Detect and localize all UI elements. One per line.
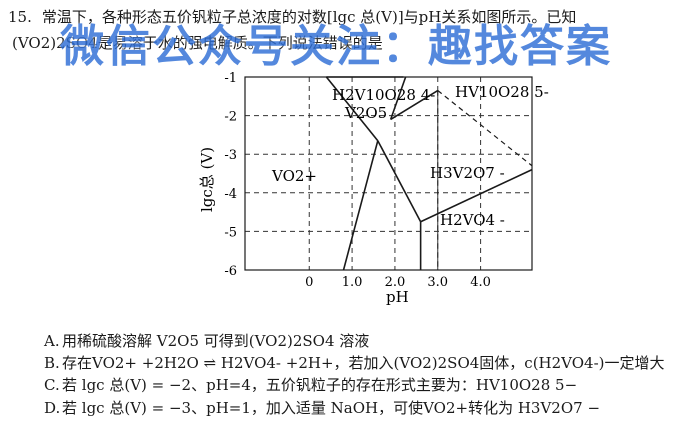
- option-c-letter: C.: [44, 376, 60, 394]
- boundary-solid-2: [342, 140, 379, 271]
- region-label-h2vo4: H2VO4 -: [440, 211, 505, 229]
- y-tick-label-2: -3: [224, 148, 237, 163]
- question-stem-1: 常温下，各种形态五价钒粒子总浓度的对数[lgc 总(V)]与pH关系如图所示。已…: [41, 8, 577, 26]
- option-d-letter: D.: [44, 399, 61, 417]
- plot-frame: [244, 76, 533, 271]
- question-line-1: 15. 常温下，各种形态五价钒粒子总浓度的对数[lgc 总(V)]与pH关系如图所…: [8, 6, 576, 27]
- question-number: 15.: [8, 8, 32, 26]
- watermark: 微信公众号关注：趣找答案: [60, 21, 612, 72]
- x-tick-label-1: 1.0: [342, 275, 363, 290]
- region-vo2-text: VO2+: [271, 167, 317, 185]
- boundary-dashed-1: [437, 90, 533, 167]
- region-h2vo4-text: H2VO4 -: [440, 211, 505, 229]
- region-label-v2o5: V2O5: [344, 104, 387, 122]
- y-tick-label-1: -2: [224, 110, 237, 125]
- x-tick-label-0: 0: [305, 275, 313, 290]
- option-b-letter: B.: [44, 354, 60, 372]
- y-tick-label-0: -1: [224, 71, 237, 86]
- axes: [244, 76, 533, 271]
- region-h2v10o28-text: H2V10O28 4-: [332, 86, 435, 104]
- y-tick-label-5: -6: [224, 264, 237, 279]
- x-tick-label-4: 4.0: [470, 275, 491, 290]
- x-tick-label-3: 3.0: [427, 275, 448, 290]
- option-b[interactable]: B. 存在VO2+ +2H2O ⇌ H2VO4- +2H+，若加入(VO2)2SO…: [44, 352, 665, 373]
- y-tick-label-4: -5: [224, 225, 237, 240]
- region-label-hv10o28: HV10O28 5-: [455, 83, 549, 101]
- region-label-vo2: VO2+: [271, 167, 317, 185]
- x-axis-label: pH: [386, 288, 409, 306]
- y-tick-label-3: -4: [224, 187, 237, 202]
- y-axis-label: lgc总 (V): [198, 147, 216, 212]
- region-h3v2o7-text: H3V2O7 -: [430, 164, 505, 182]
- region-label-h2v10o28: H2V10O28 4-: [332, 86, 435, 104]
- option-b-text: 存在VO2+ +2H2O ⇌ H2VO4- +2H+，若加入(VO2)2SO4固…: [62, 354, 665, 372]
- boundary-solid-3: [377, 140, 422, 223]
- option-d-text: 若 lgc 总(V) = −3、pH=1，加入适量 NaOH，可使VO2+转化为…: [62, 399, 601, 417]
- region-v2o5-text: V2O5: [344, 104, 387, 122]
- option-c[interactable]: C. 若 lgc 总(V) = −2、pH=4，五价钒粒子的存在形式主要为：HV1…: [44, 374, 577, 395]
- question-line-2: (VO2)2SO4是易溶于水的强电解质。下列说法错误的是: [12, 32, 383, 53]
- option-a[interactable]: A. 用稀硫酸溶解 V2O5 可得到(VO2)2SO4 溶液: [44, 330, 369, 351]
- option-c-text: 若 lgc 总(V) = −2、pH=4，五价钒粒子的存在形式主要为：HV10O…: [62, 376, 578, 394]
- x-tick-label-2: 2.0: [385, 275, 406, 290]
- tick-labels: -1 -2 -3 -4 -5 -6 0 1.0 2.0 3.0 4.0: [224, 71, 491, 290]
- boundary-solid-1: [325, 76, 379, 142]
- boundary-solid-6: [389, 76, 407, 120]
- option-d[interactable]: D. 若 lgc 总(V) = −3、pH=1，加入适量 NaOH，可使VO2+转…: [44, 397, 600, 418]
- grid: [245, 77, 532, 270]
- question-stem-2: (VO2)2SO4是易溶于水的强电解质。下列说法错误的是: [12, 34, 383, 52]
- boundary-solid-5: [420, 168, 533, 223]
- region-label-h3v2o7: H3V2O7 -: [430, 164, 505, 182]
- option-a-text: 用稀硫酸溶解 V2O5 可得到(VO2)2SO4 溶液: [62, 332, 370, 350]
- boundary-solid-7: [390, 89, 439, 121]
- region-hv10o28-text: HV10O28 5-: [455, 83, 549, 101]
- option-a-letter: A.: [44, 332, 60, 350]
